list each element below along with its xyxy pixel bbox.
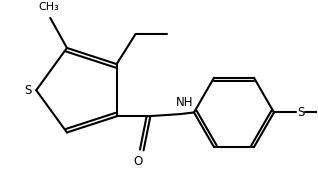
Text: S: S <box>297 106 305 119</box>
Text: NH: NH <box>176 96 193 109</box>
Text: CH₃: CH₃ <box>39 2 59 12</box>
Text: O: O <box>133 155 142 168</box>
Text: S: S <box>24 84 32 97</box>
